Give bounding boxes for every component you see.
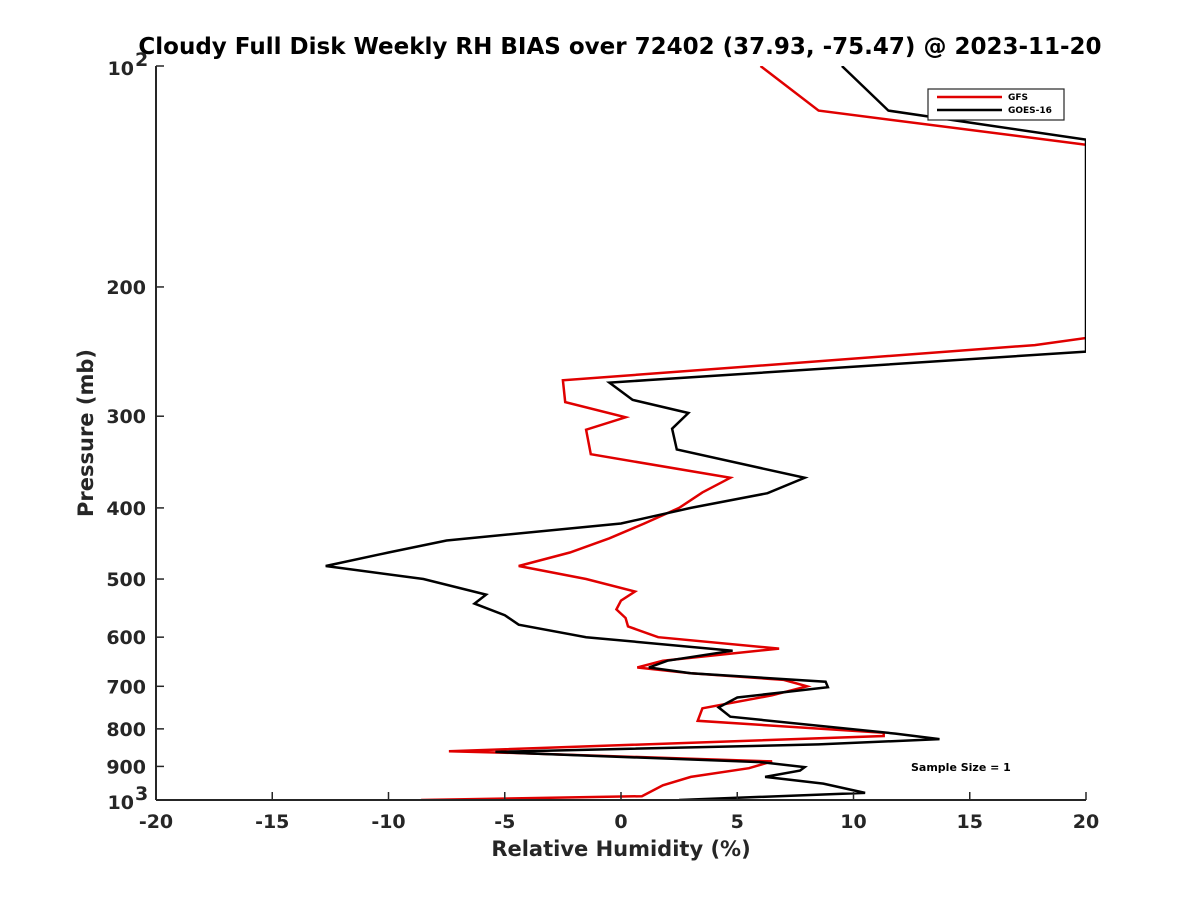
- y-tick-label: 900: [106, 756, 146, 778]
- y-tick-label: 200: [106, 277, 146, 299]
- legend-box: [927, 88, 1065, 121]
- x-axis-label: Relative Humidity (%): [491, 837, 750, 861]
- x-tick-label: 20: [1073, 811, 1099, 833]
- x-ticks: -20 -15 -10 -5 0 5 10 15 20: [139, 792, 1099, 833]
- x-tick-label: 5: [731, 811, 744, 833]
- x-tick-label: 0: [614, 811, 627, 833]
- x-tick-label: 10: [840, 811, 866, 833]
- y-tick-label: 10: [108, 58, 134, 80]
- sample-size-note: Sample Size = 1: [911, 761, 1011, 774]
- y-tick-label: 700: [106, 676, 146, 698]
- y-tick-exponent: 3: [135, 783, 148, 805]
- x-tick-label: -20: [139, 811, 173, 833]
- legend: GFS GOES-16: [927, 88, 1065, 121]
- y-tick-label: 10: [108, 792, 134, 814]
- y-tick-exponent: 2: [135, 49, 148, 71]
- y-tick-label: 800: [106, 719, 146, 741]
- y-tick-label: 500: [106, 569, 146, 591]
- x-tick-label: 15: [957, 811, 983, 833]
- series-layer: [325, 66, 1086, 800]
- y-tick-label: 300: [106, 406, 146, 428]
- series-line-gfs: [421, 66, 1086, 800]
- series-line-goes16: [325, 66, 1086, 800]
- legend-label-gfs: GFS: [1008, 93, 1028, 103]
- x-tick-label: -5: [494, 811, 515, 833]
- y-axis-label: Pressure (mb): [74, 349, 98, 517]
- y-tick-label: 400: [106, 498, 146, 520]
- y-tick-label: 600: [106, 627, 146, 649]
- x-tick-label: -15: [255, 811, 289, 833]
- legend-label-goes16: GOES-16: [1008, 106, 1052, 116]
- x-tick-label: -10: [371, 811, 405, 833]
- chart-title: Cloudy Full Disk Weekly RH BIAS over 724…: [138, 34, 1101, 60]
